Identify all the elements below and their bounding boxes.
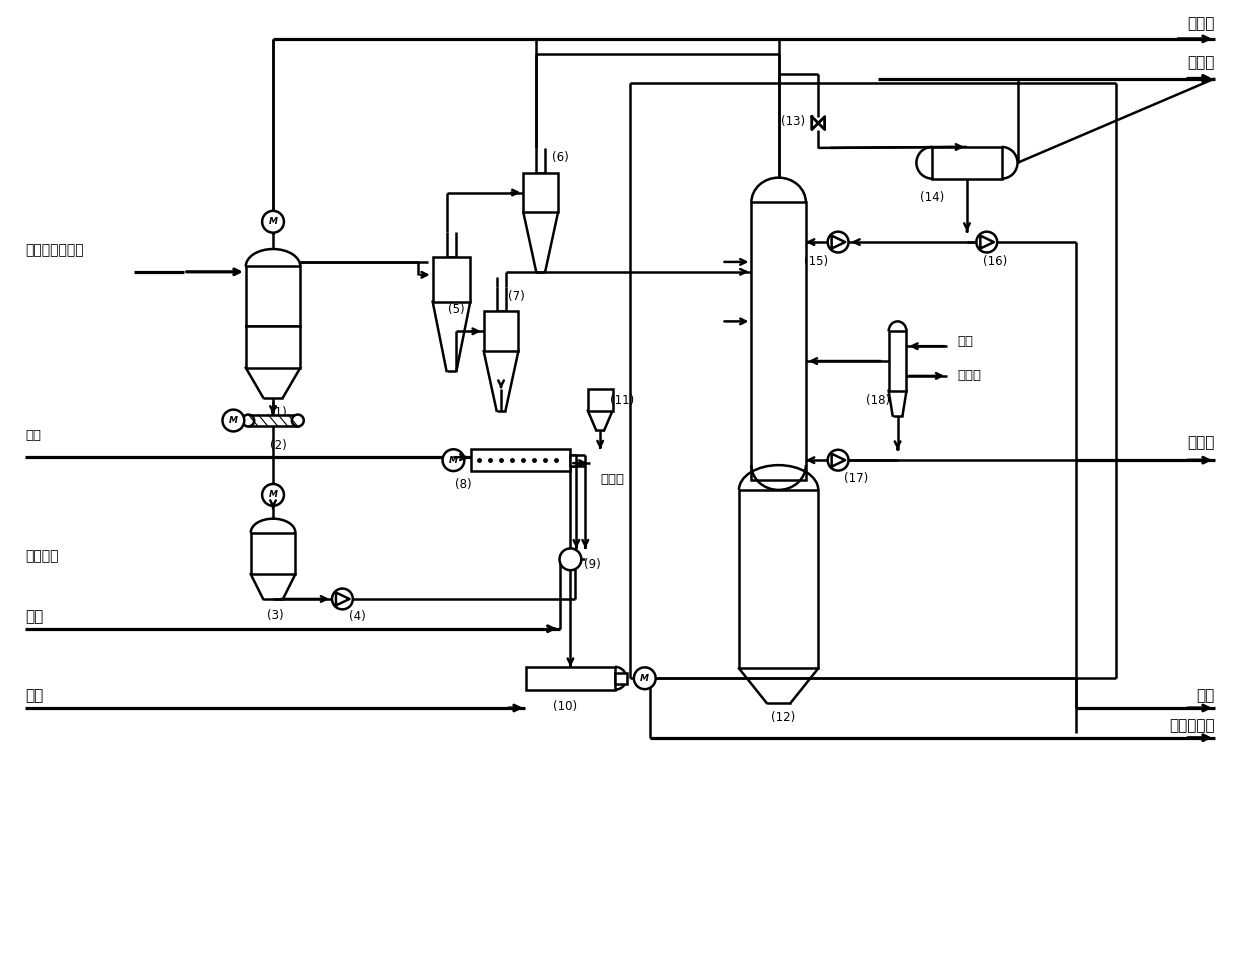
Text: (9): (9) [584,558,600,571]
Text: (2): (2) [269,439,286,452]
Bar [523,173,558,212]
Text: 氢气: 氢气 [1197,688,1215,703]
Text: (5): (5) [448,303,465,316]
Text: M: M [640,674,650,683]
Circle shape [634,667,656,689]
Circle shape [559,548,582,570]
Circle shape [242,415,254,426]
Text: (1): (1) [269,406,286,419]
Text: M: M [229,416,238,425]
Bar [246,266,300,326]
Text: 凝结水: 凝结水 [600,473,624,487]
Bar [588,389,613,411]
Bar [570,455,577,466]
Text: 凝结水: 凝结水 [957,370,981,382]
Text: (18): (18) [866,395,890,407]
Text: 游离油: 游离油 [1188,16,1215,31]
Circle shape [222,410,244,431]
Text: 蒸汽: 蒸汽 [957,335,973,348]
Bar [932,147,1002,179]
Bar [246,326,300,368]
Text: (3): (3) [267,610,283,622]
Text: (12): (12) [771,711,796,725]
Bar [889,331,906,391]
Text: M: M [269,491,278,499]
Text: 氮气: 氮气 [25,609,43,624]
Circle shape [443,449,464,471]
Text: (6): (6) [552,152,569,164]
Text: (10): (10) [553,700,578,712]
Text: 氢气: 氢气 [25,688,43,703]
Text: M: M [449,456,458,465]
Circle shape [976,231,997,252]
Circle shape [827,450,848,470]
Text: (8): (8) [455,478,471,492]
Bar [250,533,295,574]
Text: 循环溶剂: 循环溶剂 [25,549,58,564]
Circle shape [332,588,353,610]
Text: (16): (16) [982,255,1007,269]
Circle shape [291,415,304,426]
Circle shape [262,211,284,232]
Text: 活性催化剂: 活性催化剂 [1169,718,1215,732]
Bar [484,311,518,351]
Bar [615,673,627,684]
Text: 蒸汽: 蒸汽 [25,429,41,442]
Text: (13): (13) [781,114,806,128]
Text: (4): (4) [348,611,366,623]
Bar [248,415,298,426]
Text: M: M [269,217,278,227]
Bar [433,257,470,301]
Text: (7): (7) [507,290,525,303]
Bar [751,203,806,480]
Text: 外排催化剂浆料: 外排催化剂浆料 [25,243,84,257]
Text: (17): (17) [843,471,868,485]
Bar [526,667,615,689]
Bar [739,490,818,668]
Circle shape [827,231,848,252]
Text: (11): (11) [610,395,634,407]
Text: (14): (14) [920,191,945,204]
Circle shape [262,484,284,506]
Text: (15): (15) [805,255,828,269]
Text: 脱附油: 脱附油 [1188,435,1215,450]
Bar [471,449,570,471]
Text: 不凝气: 不凝气 [1188,56,1215,71]
